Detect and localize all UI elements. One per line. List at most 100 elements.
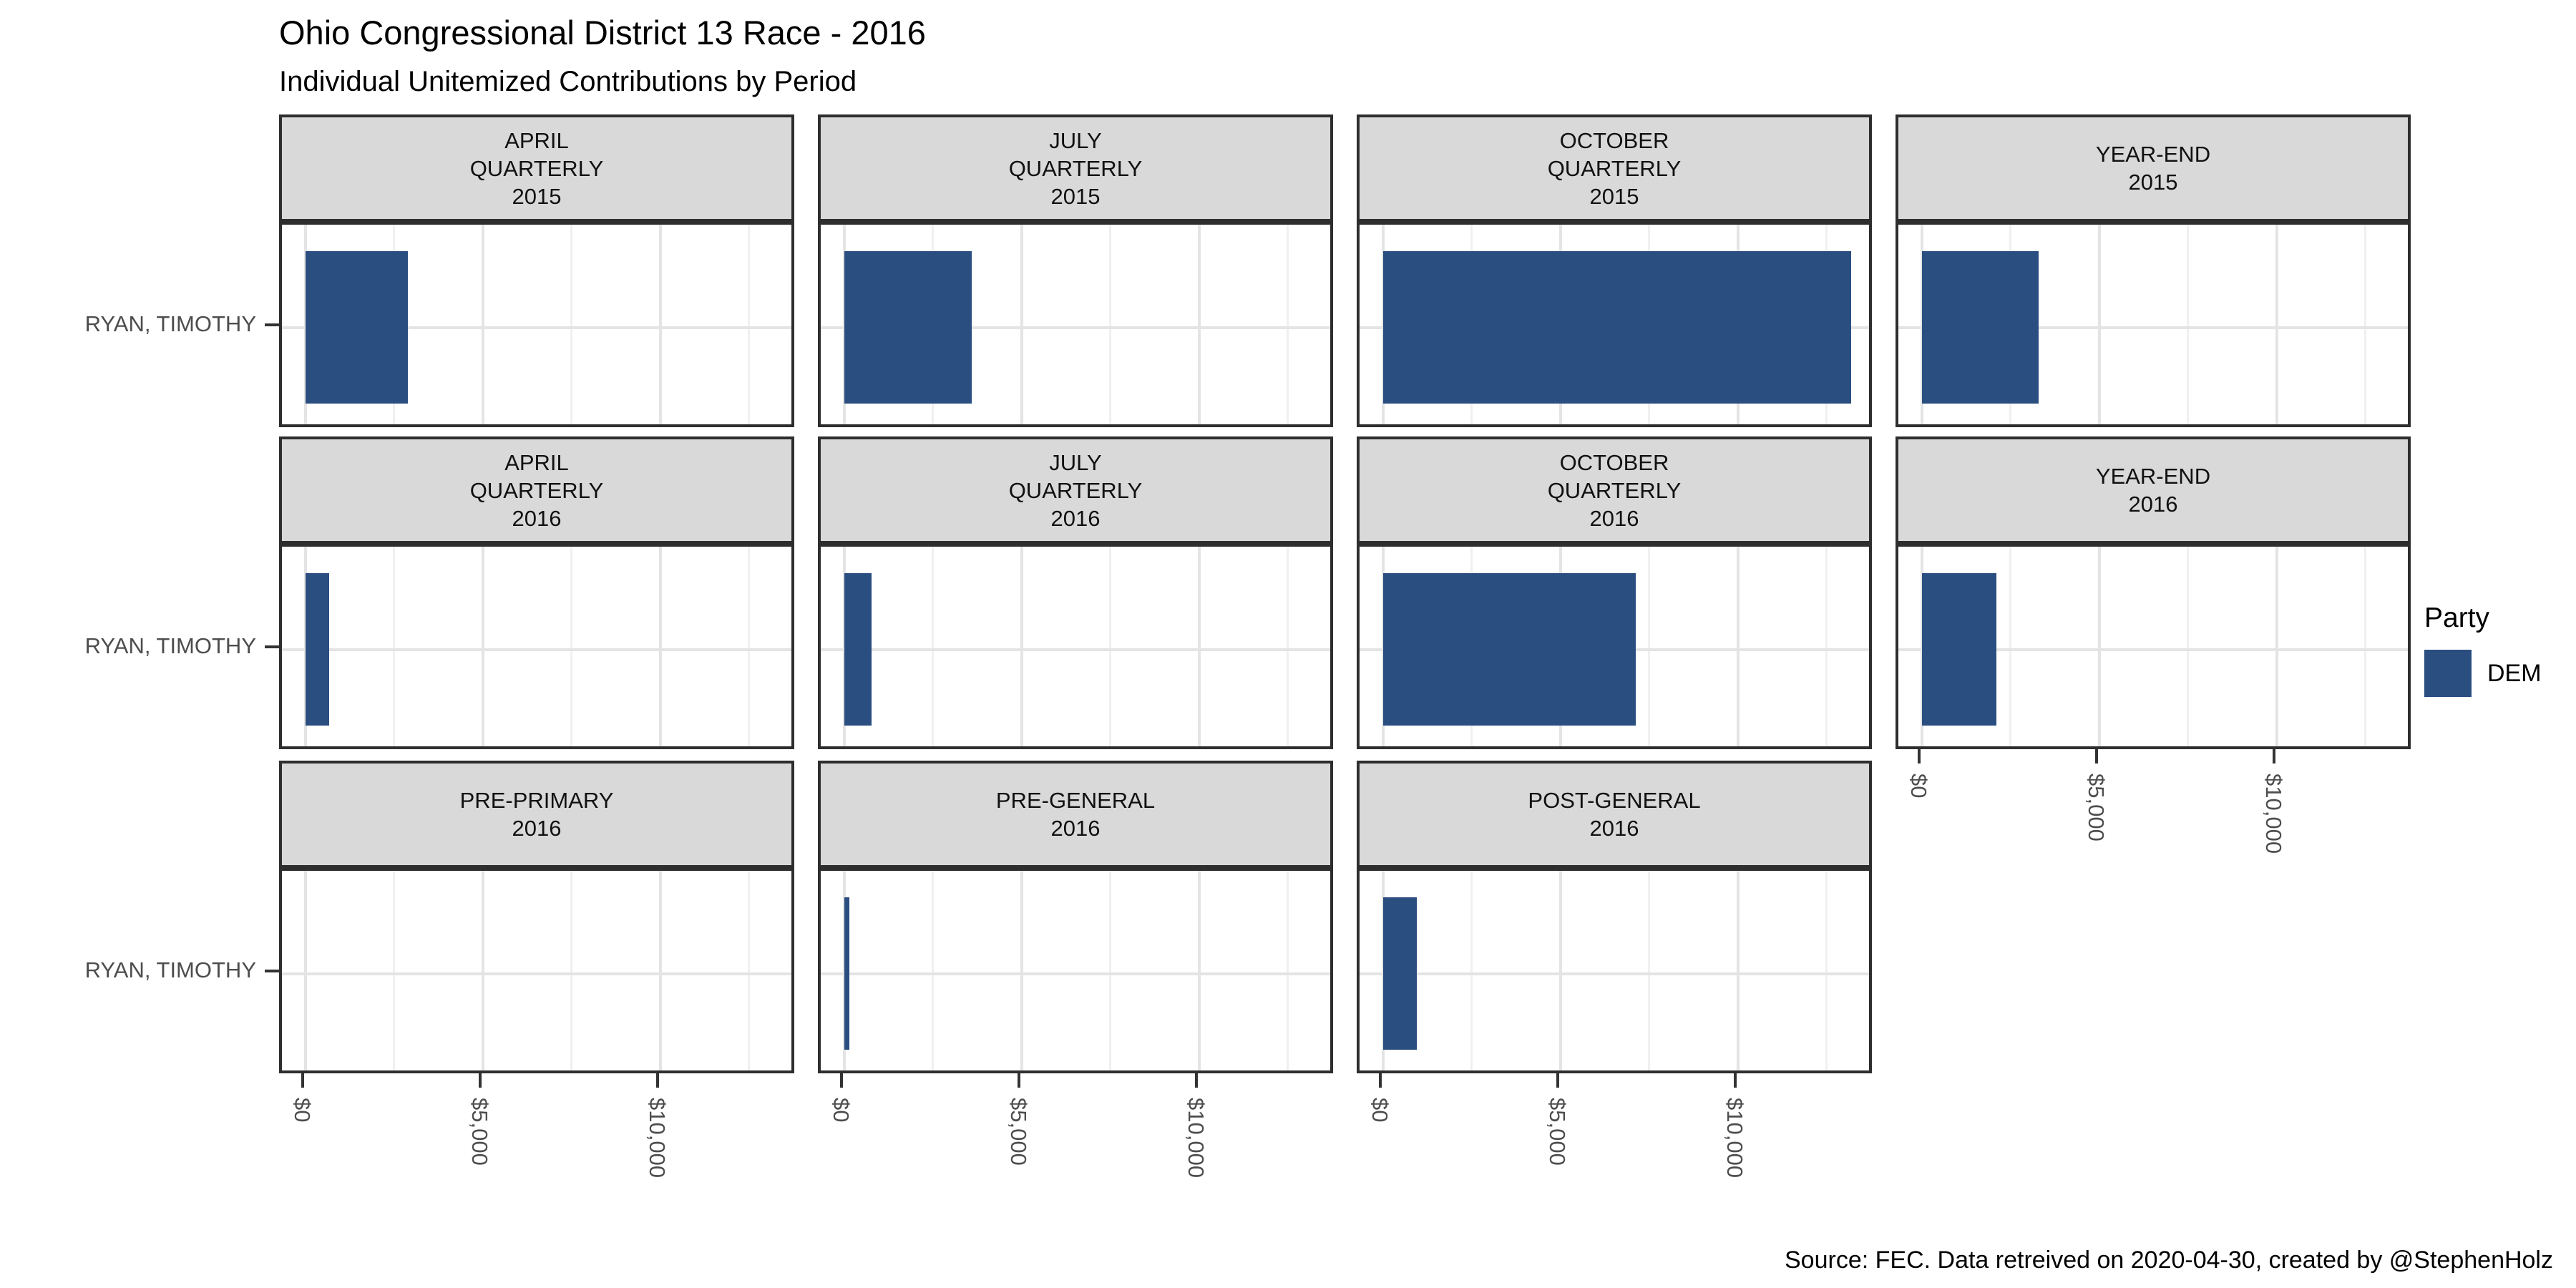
bar-year-end-2015 bbox=[1921, 251, 2039, 404]
facet-strip-label: 2016 bbox=[1589, 816, 1639, 841]
minor-gridline bbox=[570, 871, 573, 1070]
x-axis-tick bbox=[478, 1073, 482, 1088]
category-gridline bbox=[1898, 326, 2408, 329]
y-axis-tick bbox=[265, 323, 279, 326]
facet-strip: PRE-PRIMARY 2016 bbox=[279, 761, 794, 868]
x-axis-tick bbox=[301, 1073, 304, 1088]
facet-strip-label: QUARTERLY bbox=[469, 155, 604, 181]
major-gridline bbox=[658, 871, 662, 1070]
minor-gridline bbox=[2187, 225, 2190, 424]
x-axis-tick-label: $0 bbox=[289, 1098, 315, 1123]
facet-panel bbox=[279, 222, 794, 427]
facet-strip-label: OCTOBER bbox=[1559, 127, 1669, 153]
major-gridline bbox=[1197, 871, 1201, 1070]
facet-strip: PRE-GENERAL 2016 bbox=[818, 761, 1333, 868]
facet-strip: YEAR-END 2016 bbox=[1896, 436, 2411, 544]
category-gridline bbox=[1898, 648, 2408, 651]
bar-pre-general-2016 bbox=[844, 897, 849, 1050]
facet-strip: OCTOBER QUARTERLY 2016 bbox=[1357, 436, 1872, 544]
x-axis-tick bbox=[2272, 749, 2275, 763]
facet-panel bbox=[279, 868, 794, 1073]
category-gridline bbox=[821, 326, 1330, 329]
facet-strip-label: OCTOBER bbox=[1559, 449, 1669, 475]
facet-strip-label: 2016 bbox=[512, 816, 562, 841]
facet-strip-label: QUARTERLY bbox=[1547, 477, 1682, 503]
bar-april-quarterly-2015 bbox=[305, 251, 409, 404]
facet-panel bbox=[1357, 222, 1872, 427]
facet-strip-label: 2016 bbox=[2128, 492, 2178, 517]
facet-panel bbox=[818, 222, 1333, 427]
minor-gridline bbox=[1287, 871, 1289, 1070]
minor-gridline bbox=[2364, 547, 2367, 746]
major-gridline bbox=[1020, 225, 1023, 424]
facet-strip-label: JULY bbox=[1049, 127, 1102, 153]
major-gridline bbox=[1736, 871, 1740, 1070]
facet-strip-label: 2015 bbox=[1050, 183, 1101, 209]
major-gridline bbox=[1020, 871, 1023, 1070]
category-gridline bbox=[282, 972, 791, 975]
facet-strip-label: 2016 bbox=[512, 505, 562, 531]
x-axis-tick bbox=[1378, 1073, 1382, 1088]
facet-strip-label: APRIL bbox=[504, 449, 569, 475]
x-axis-tick bbox=[839, 1073, 843, 1088]
x-axis-tick-label: $10,000 bbox=[2260, 774, 2286, 854]
major-gridline bbox=[303, 871, 307, 1070]
source-caption: Source: FEC. Data retreived on 2020-04-3… bbox=[1785, 1246, 2553, 1274]
y-axis-category-label: RYAN, TIMOTHY bbox=[84, 957, 256, 982]
facet-strip-label: 2015 bbox=[512, 183, 562, 209]
legend-item: DEM bbox=[2424, 650, 2542, 697]
minor-gridline bbox=[932, 871, 935, 1070]
chart-title: Ohio Congressional District 13 Race - 20… bbox=[279, 14, 926, 52]
x-axis-tick bbox=[2094, 749, 2098, 763]
facet-panel bbox=[279, 544, 794, 749]
x-axis-tick bbox=[1194, 1073, 1198, 1088]
bar-post-general-2016 bbox=[1382, 897, 1418, 1050]
major-gridline bbox=[1736, 547, 1740, 746]
facet-strip-label: QUARTERLY bbox=[1008, 477, 1143, 503]
facet-strip-label: PRE-PRIMARY bbox=[459, 788, 614, 813]
minor-gridline bbox=[393, 547, 396, 746]
x-axis-tick-label: $10,000 bbox=[644, 1098, 670, 1179]
major-gridline bbox=[658, 547, 662, 746]
x-axis-tick bbox=[1917, 749, 1921, 763]
major-gridline bbox=[481, 225, 484, 424]
facet-strip-label: 2015 bbox=[1589, 183, 1639, 209]
major-gridline bbox=[2275, 547, 2278, 746]
minor-gridline bbox=[1109, 547, 1112, 746]
category-gridline bbox=[1360, 972, 1869, 975]
facet-panel bbox=[1896, 222, 2411, 427]
minor-gridline bbox=[1825, 871, 1828, 1070]
major-gridline bbox=[2097, 225, 2101, 424]
facet-strip: APRIL QUARTERLY 2016 bbox=[279, 436, 794, 544]
x-axis-tick-label: $0 bbox=[1367, 1098, 1392, 1123]
facet-strip: YEAR-END 2015 bbox=[1896, 114, 2411, 222]
x-axis-tick-label: $5,000 bbox=[467, 1098, 492, 1166]
facet-strip-label: 2016 bbox=[1050, 505, 1101, 531]
x-axis-tick-label: $5,000 bbox=[2083, 774, 2109, 841]
bar-july-quarterly-2016 bbox=[844, 573, 872, 726]
facet-strip-label: PRE-GENERAL bbox=[995, 788, 1156, 813]
facet-strip-label: QUARTERLY bbox=[1547, 155, 1682, 181]
minor-gridline bbox=[932, 547, 935, 746]
major-gridline bbox=[1197, 225, 1201, 424]
facet-panel bbox=[818, 868, 1333, 1073]
y-axis-category-label: RYAN, TIMOTHY bbox=[84, 311, 256, 336]
major-gridline bbox=[1020, 547, 1023, 746]
bar-year-end-2016 bbox=[1921, 573, 1997, 726]
minor-gridline bbox=[1109, 225, 1112, 424]
minor-gridline bbox=[2009, 547, 2012, 746]
bar-july-quarterly-2015 bbox=[844, 251, 972, 404]
minor-gridline bbox=[748, 871, 751, 1070]
facet-strip: POST-GENERAL 2016 bbox=[1357, 761, 1872, 868]
minor-gridline bbox=[1109, 871, 1112, 1070]
bar-october-quarterly-2016 bbox=[1382, 573, 1636, 726]
minor-gridline bbox=[570, 547, 573, 746]
x-axis-tick bbox=[1733, 1073, 1737, 1088]
minor-gridline bbox=[748, 547, 751, 746]
x-axis-tick-label: $0 bbox=[1906, 774, 1931, 799]
facet-strip-label: POST-GENERAL bbox=[1528, 788, 1701, 813]
facet-strip: APRIL QUARTERLY 2015 bbox=[279, 114, 794, 222]
minor-gridline bbox=[1287, 547, 1289, 746]
major-gridline bbox=[2097, 547, 2101, 746]
